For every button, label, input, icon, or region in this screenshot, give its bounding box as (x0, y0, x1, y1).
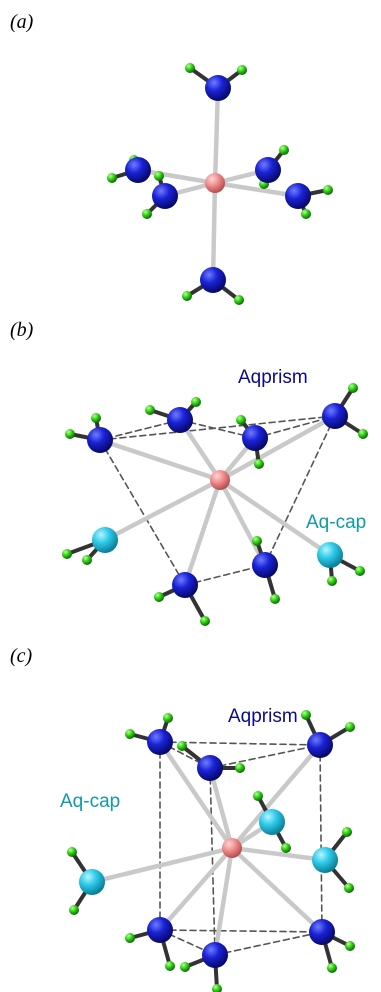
hydrogen-atom (154, 171, 164, 181)
cap-water (312, 847, 338, 873)
bond (213, 183, 215, 280)
hydrogen-atom (212, 984, 222, 992)
hydrogen-atom (281, 843, 291, 853)
hydrogen-atom (165, 961, 175, 971)
hydrogen-atom (235, 763, 245, 773)
hydrogen-atom (125, 729, 135, 739)
cap-water (317, 542, 343, 568)
metal-atom (205, 173, 225, 193)
hydrogen-atom (345, 722, 355, 732)
bond (92, 848, 232, 882)
hydrogen-atom (69, 905, 79, 915)
prism-water (322, 403, 348, 429)
metal-atom (222, 838, 242, 858)
prism-water (307, 732, 333, 758)
panel-label: (a) (10, 11, 34, 33)
hydrogen-atom (67, 847, 77, 857)
metal-atom (210, 470, 230, 490)
hydrogen-atom (345, 941, 355, 951)
figure: (a) (b) Aqprism Aq-cap (c) Aqprism Aq-ca… (0, 0, 381, 992)
prism-water (147, 917, 173, 943)
hydrogen-atom (182, 291, 192, 301)
bond (220, 416, 335, 480)
prism-water (200, 267, 226, 293)
page: {"panels": [ {"label": "(a)"}, {"label":… (0, 0, 381, 992)
dashed-edge (265, 416, 335, 565)
hydrogen-atom (342, 827, 352, 837)
hydrogen-atom (177, 741, 187, 751)
hydrogen-atom (237, 65, 247, 75)
hydrogen-atom (82, 555, 92, 565)
prism-water (152, 183, 178, 209)
hydrogen-atom (62, 549, 72, 559)
prism-water (205, 75, 231, 101)
bond (100, 440, 220, 480)
hydrogen-atom (323, 185, 333, 195)
hydrogen-atom (145, 405, 155, 415)
hydrogen-atom (301, 710, 311, 720)
hydrogen-atom (301, 209, 311, 219)
cap-water (92, 527, 118, 553)
hydrogen-atom (252, 536, 262, 546)
hydrogen-atom (253, 791, 263, 801)
cap-water (259, 809, 285, 835)
hydrogen-atom (234, 295, 244, 305)
hydrogen-atom (154, 592, 164, 602)
bond (232, 848, 322, 932)
bond (215, 88, 218, 183)
dashed-edge (210, 768, 215, 955)
panel-label: (c) (10, 645, 33, 667)
annotation: Aqprism (238, 367, 308, 388)
hydrogen-atom (327, 963, 337, 973)
hydrogen-atom (191, 397, 201, 407)
hydrogen-atom (270, 594, 280, 604)
hydrogen-atom (125, 933, 135, 943)
hydrogen-atom (107, 173, 117, 183)
hydrogen-atom (254, 459, 264, 469)
hydrogen-atom (344, 883, 354, 893)
hydrogen-atom (279, 145, 289, 155)
hydrogen-atom (355, 566, 365, 576)
prism-water (255, 157, 281, 183)
hydrogen-atom (91, 413, 101, 423)
prism-water (172, 572, 198, 598)
prism-water (167, 407, 193, 433)
hydrogen-atom (65, 429, 75, 439)
prism-water (197, 755, 223, 781)
dashed-edge (320, 745, 322, 932)
hydrogen-atom (180, 962, 190, 972)
hydrogen-atom (185, 63, 195, 73)
hydrogen-atom (142, 209, 152, 219)
hydrogen-atom (358, 429, 368, 439)
hydrogen-atom (348, 383, 358, 393)
hydrogen-atom (163, 713, 173, 723)
prism-water (285, 183, 311, 209)
annotation: Aq-cap (60, 791, 120, 812)
panel-label: (b) (10, 319, 34, 341)
hydrogen-atom (200, 616, 210, 626)
prism-water (147, 729, 173, 755)
prism-water (242, 425, 268, 451)
annotation: Aq-cap (306, 512, 366, 533)
dashed-edge (215, 932, 322, 955)
cap-water (79, 869, 105, 895)
prism-water (202, 942, 228, 968)
prism-water (87, 427, 113, 453)
dashed-edge (160, 930, 322, 932)
hydrogen-atom (236, 415, 246, 425)
hydrogen-atom (327, 576, 337, 586)
prism-water (309, 919, 335, 945)
prism-water (252, 552, 278, 578)
annotation: Aqprism (228, 706, 298, 727)
prism-water (125, 157, 151, 183)
